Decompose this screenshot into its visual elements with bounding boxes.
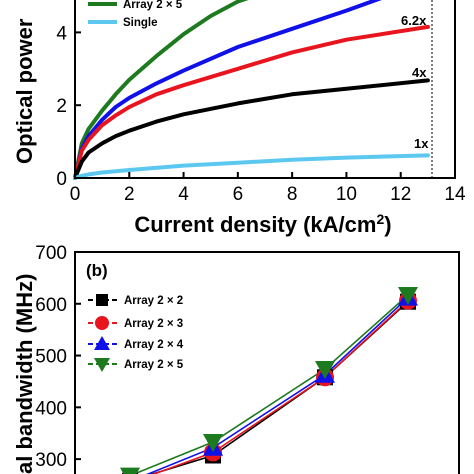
panel-a-y-axis-label: Optical power: [12, 18, 37, 164]
panel-b-point-triangle-down: [315, 361, 335, 380]
legend-entry-array-2x2: Array 2 × 2: [88, 294, 183, 307]
panel-a-y-tick-label: 4: [56, 23, 67, 44]
legend-label-array-2x4: Array 2 × 4: [124, 339, 184, 351]
panel-a-x-tick-label: 0: [70, 184, 81, 205]
panel-b-series-line-2: [146, 297, 409, 474]
panel-a: 0 2 4 6 8 10 12 14 024 Array 2 × 5 Single 6.2x …: [12, 0, 466, 237]
panel-b-legend: Array 2 × 2 Array 2 × 3 Array 2 × 4 Arra…: [88, 294, 184, 372]
legend-marker-square: [96, 294, 108, 306]
panel-a-x-tick-label: 10: [336, 184, 357, 205]
panel-b-series-layer: [120, 286, 418, 474]
panel-b-y-axis-label: al bandwidth (MHz): [12, 274, 37, 474]
panel-a-series-line-3: [73, 78, 430, 180]
panel-a-x-tick-label: 14: [444, 184, 466, 205]
legend-label-array-2x5: Array 2 × 5: [123, 0, 183, 11]
legend-label-array-2x5-b: Array 2 × 5: [124, 359, 184, 371]
panel-a-y-ticks: 0 2 4: [56, 23, 81, 190]
legend-marker-triangle-down: [94, 358, 110, 372]
panel-a-y-tick-label: 0: [56, 169, 67, 190]
x-axis-label-main: Current density (kA/cm: [134, 212, 376, 237]
annotation-1x: 1x: [414, 136, 429, 151]
panel-b: 300 400 500 600 700 (b) Array 2 × 2 Array 2 …: [12, 243, 460, 474]
panel-a-plot-frame: [74, 0, 456, 179]
legend-label-array-2x2: Array 2 × 2: [124, 295, 183, 307]
x-axis-label-suffix: ): [384, 212, 391, 237]
annotation-4x: 4x: [412, 65, 427, 80]
panel-a-legend: Array 2 × 5 Single: [88, 0, 183, 29]
legend-entry-array-2x3: Array 2 × 3: [88, 316, 183, 330]
panel-a-x-ticks: 0 2 4 6 8 10 12 14: [70, 172, 466, 205]
legend-marker-circle: [95, 316, 109, 330]
panel-a-series-line-0: [73, 0, 249, 180]
panel-a-series-line-4: [73, 153, 430, 180]
panel-b-y-tick-label: 500: [35, 347, 67, 368]
panel-b-series-line-3: [132, 294, 409, 474]
panel-a-x-tick-label: 2: [124, 184, 135, 205]
panel-a-series-layer: [73, 0, 430, 180]
panel-b-y-tick-label: 300: [35, 450, 67, 471]
panel-b-point-triangle-down: [203, 434, 223, 453]
panel-b-series-line-1: [151, 300, 409, 474]
legend-entry-array-2x5: Array 2 × 5: [88, 358, 184, 372]
panel-b-label: (b): [86, 261, 108, 280]
panel-b-point-triangle-down: [120, 467, 140, 474]
panel-a-y-tick-label: 2: [56, 96, 67, 117]
panel-a-x-tick-label: 12: [390, 184, 411, 205]
panel-b-y-tick-label: 700: [35, 243, 67, 264]
legend-label-single: Single: [123, 17, 158, 29]
panel-a-x-axis-label: Current density (kA/cm2): [134, 211, 391, 237]
panel-b-y-tick-label: 600: [35, 295, 67, 316]
panel-a-x-tick-label: 4: [178, 184, 189, 205]
annotation-6-2x: 6.2x: [401, 13, 427, 28]
legend-marker-triangle-up: [94, 336, 110, 350]
panel-b-y-ticks: 300 400 500 600 700: [35, 243, 81, 471]
panel-b-point-triangle-down: [398, 286, 418, 305]
x-axis-label-superscript: 2: [376, 211, 384, 227]
legend-label-array-2x3: Array 2 × 3: [124, 318, 183, 330]
panel-b-plot-frame: [74, 251, 460, 474]
legend-entry-array-2x4: Array 2 × 4: [88, 336, 184, 351]
panel-a-series-line-2: [73, 24, 430, 180]
panel-a-x-tick-label: 6: [233, 184, 244, 205]
panel-a-x-tick-label: 8: [287, 184, 298, 205]
panel-b-y-tick-label: 400: [35, 398, 67, 419]
